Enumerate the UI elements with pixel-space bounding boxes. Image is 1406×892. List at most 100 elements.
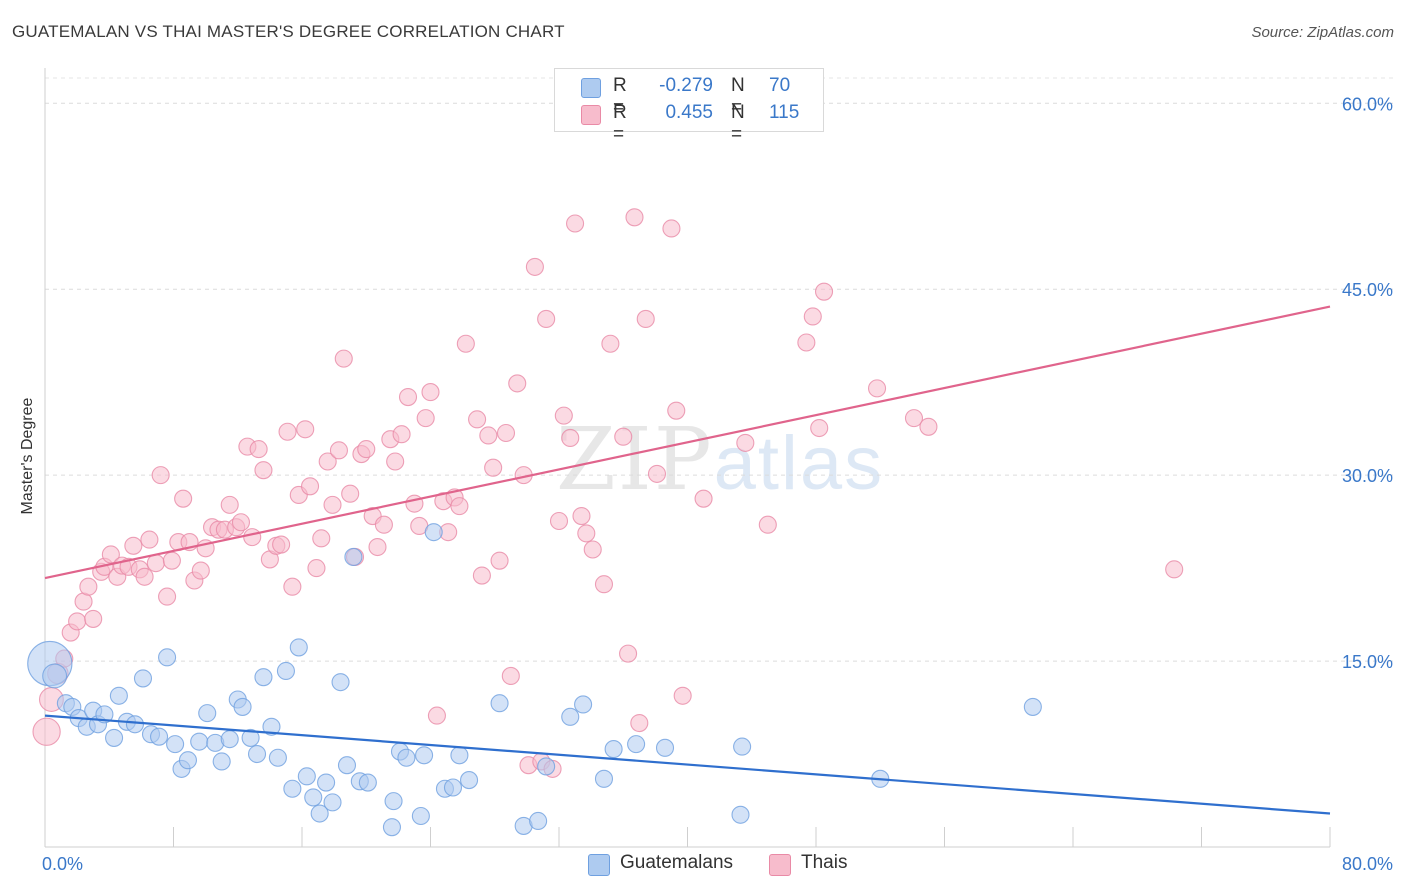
thai-point	[601, 334, 620, 353]
thai-point	[334, 349, 353, 368]
thai-point	[323, 495, 342, 514]
thai-point	[667, 401, 686, 420]
guatemalan-point	[276, 661, 295, 681]
legend-swatch-thais	[581, 105, 601, 125]
guatemalan-point	[158, 648, 177, 667]
thai-point	[662, 219, 681, 238]
thai-point	[758, 515, 777, 534]
guatemalan-point	[304, 788, 323, 807]
guatemalan-point	[627, 735, 646, 754]
thai-point	[867, 379, 887, 398]
thai-point	[158, 587, 177, 606]
guatemalan-point	[574, 695, 593, 714]
y-tick-label: 30.0%	[1342, 466, 1393, 486]
thai-point	[283, 577, 302, 596]
chart-title: GUATEMALAN VS THAI MASTER'S DEGREE CORRE…	[12, 22, 565, 41]
guatemalan-point	[443, 778, 463, 797]
guatemalan-point	[358, 773, 377, 792]
thai-point	[549, 511, 569, 531]
guatemalan-point	[529, 811, 548, 831]
guatemalan-point	[537, 757, 556, 776]
thai-point	[101, 545, 120, 564]
guatemalan-point	[450, 746, 469, 765]
guatemalan-point	[289, 638, 308, 657]
guatemalan-point	[105, 728, 124, 747]
legend-label: Thais	[801, 852, 848, 873]
thai-point	[243, 528, 262, 547]
thai-point	[151, 466, 170, 485]
thai-point	[636, 309, 655, 329]
thai-point	[554, 406, 573, 425]
thai-point	[427, 706, 446, 725]
trendline-guatemalans	[44, 714, 1331, 815]
guatemalan-point	[733, 737, 752, 756]
thai-point	[84, 609, 103, 628]
thai-point	[392, 425, 411, 444]
thai-point	[124, 536, 143, 555]
legend-swatch-thais	[769, 854, 791, 876]
thai-point	[416, 409, 435, 428]
thai-point	[1165, 560, 1184, 579]
guatemalan-point	[268, 748, 287, 767]
guatemalan-point	[731, 805, 750, 824]
guatemalan-point	[310, 804, 329, 823]
r-label: R =	[613, 102, 627, 145]
guatemalan-point	[233, 697, 252, 716]
thai-point	[501, 666, 520, 685]
thai-point	[341, 484, 360, 503]
guatemalan-point	[190, 732, 209, 751]
guatemalan-point	[1023, 697, 1042, 716]
thai-point	[254, 461, 273, 480]
guatemalan-point	[594, 769, 614, 788]
trendline-thais	[44, 305, 1331, 580]
guatemalan-point	[149, 727, 169, 746]
guatemalan-point	[561, 707, 580, 726]
thai-point	[220, 495, 239, 514]
thai-point	[421, 383, 440, 402]
thai-point	[272, 535, 291, 554]
thai-point	[450, 497, 469, 516]
thai-point	[797, 333, 816, 352]
thai-point	[191, 561, 210, 580]
guatemalan-point	[262, 717, 281, 736]
r-label: R =	[613, 75, 627, 118]
guatemalan-point	[198, 704, 217, 723]
guatemalan-point	[42, 663, 68, 689]
thai-point	[490, 551, 509, 570]
thai-point	[249, 440, 268, 459]
guatemalan-point	[397, 748, 416, 767]
r-value: -0.279	[659, 75, 713, 96]
thai-point	[594, 575, 614, 594]
thai-point	[398, 387, 418, 407]
source-credit: Source: ZipAtlas.com	[1251, 24, 1394, 41]
thai-point	[146, 554, 165, 573]
legend-swatch-guatemalans	[588, 854, 610, 876]
y-tick-label: 60.0%	[1342, 94, 1393, 114]
thai-point	[231, 513, 251, 532]
thai-point	[296, 420, 315, 439]
thai-point	[312, 529, 331, 548]
thai-point	[583, 540, 602, 559]
guatemalan-point	[411, 806, 430, 826]
thai-point	[630, 713, 649, 733]
thai-point	[484, 458, 503, 477]
guatemalan-point	[323, 793, 342, 812]
watermark-zip: ZIP	[556, 410, 714, 510]
thai-point	[278, 422, 297, 441]
guatemalan-point	[297, 767, 316, 786]
guatemalan-point	[254, 668, 273, 687]
thai-point	[479, 426, 498, 445]
legend-swatch-guatemalans	[581, 78, 601, 98]
thai-point	[508, 374, 527, 393]
guatemalan-point	[178, 751, 198, 770]
thai-point	[472, 566, 491, 585]
thai-point	[162, 551, 181, 570]
thai-point	[300, 477, 320, 496]
thai-point	[174, 489, 193, 508]
thai-point	[68, 612, 87, 631]
thai-point	[673, 686, 692, 705]
thai-point	[625, 208, 644, 227]
guatemalan-point	[331, 673, 350, 692]
guatemalan-point	[212, 752, 231, 771]
thai-point	[803, 307, 822, 326]
